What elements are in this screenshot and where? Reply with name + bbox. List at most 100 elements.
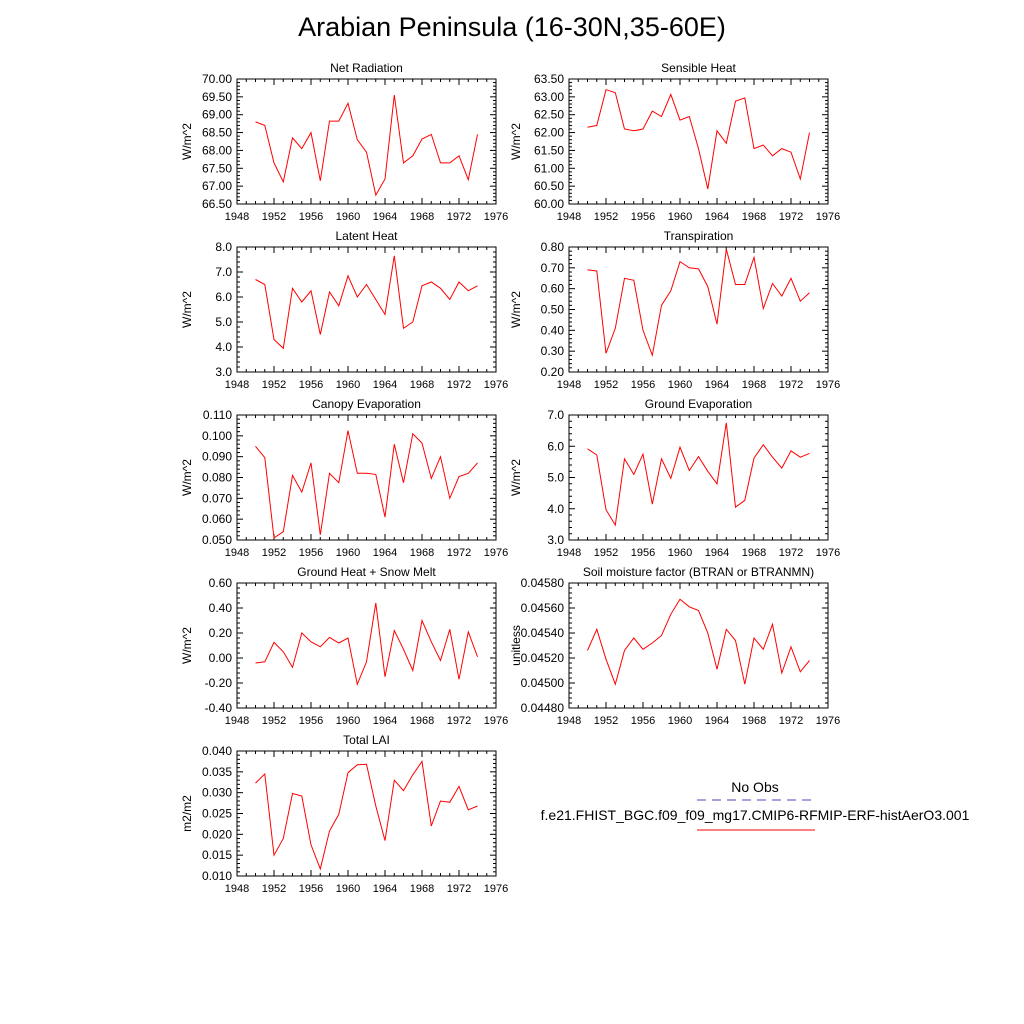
- chart-panel: 1948 1952 1956 1960 1964 1968 1972 1976 0.04480 0…: [509, 565, 840, 727]
- x-tick-label: 1976: [816, 379, 840, 391]
- legend-obs-label: No Obs: [731, 779, 779, 795]
- x-tick-label: 1976: [816, 715, 840, 727]
- y-axis-label: m2/m2: [180, 795, 194, 832]
- y-tick-label: 0.070: [202, 491, 232, 505]
- y-tick-label: 6.0: [215, 290, 232, 304]
- y-tick-label: 0.04560: [521, 601, 565, 615]
- x-tick-label: 1972: [447, 211, 471, 223]
- x-tick-label: 1968: [410, 883, 434, 895]
- y-tick-label: 0.030: [202, 786, 232, 800]
- y-tick-label: 0.70: [541, 261, 565, 275]
- y-tick-label: 0.060: [202, 512, 232, 526]
- y-tick-label: 0.60: [541, 282, 565, 296]
- y-tick-label: 4.0: [215, 340, 232, 354]
- series-line: [255, 255, 478, 350]
- y-tick-label: 66.50: [202, 197, 232, 211]
- y-tick-label: 69.50: [202, 90, 232, 104]
- plot-frame: [236, 78, 497, 205]
- y-axis-label: W/m^2: [509, 123, 523, 160]
- y-tick-label: 7.0: [215, 265, 232, 279]
- y-axis-label: W/m^2: [180, 459, 194, 496]
- chart-panel: 1948 1952 1956 1960 1964 1968 1972 1976 66.50 67.…: [180, 61, 508, 223]
- x-tick-label: 1964: [373, 211, 397, 223]
- x-tick-label: 1948: [557, 547, 581, 559]
- x-tick-label: 1952: [262, 379, 286, 391]
- chart-panel: 1948 1952 1956 1960 1964 1968 1972 1976 0.20 0.30…: [509, 229, 840, 391]
- x-tick-label: 1952: [262, 883, 286, 895]
- y-tick-label: 0.50: [541, 303, 565, 317]
- chart-title: Total LAI: [343, 733, 390, 747]
- plot-frame: [236, 414, 497, 541]
- y-tick-label: 70.00: [202, 72, 232, 86]
- x-tick-label: 1956: [631, 379, 655, 391]
- y-tick-label: 69.00: [202, 108, 232, 122]
- x-tick-label: 1948: [225, 379, 249, 391]
- x-tick-label: 1960: [668, 211, 692, 223]
- y-tick-label: 0.40: [209, 601, 233, 615]
- y-tick-label: 0.04580: [521, 576, 565, 590]
- y-tick-label: 0.040: [202, 744, 232, 758]
- x-tick-label: 1952: [262, 547, 286, 559]
- y-axis-label: W/m^2: [509, 459, 523, 496]
- y-tick-label: 0.010: [202, 869, 232, 883]
- chart-title: Latent Heat: [335, 229, 398, 243]
- y-axis-label: unitless: [509, 625, 523, 666]
- x-tick-label: 1952: [594, 379, 618, 391]
- y-tick-label: 0.035: [202, 765, 232, 779]
- chart-title: Canopy Evaporation: [312, 397, 421, 411]
- x-tick-label: 1972: [447, 715, 471, 727]
- x-tick-label: 1956: [631, 211, 655, 223]
- y-tick-label: 7.0: [547, 408, 564, 422]
- x-tick-label: 1964: [373, 547, 397, 559]
- x-tick-label: 1952: [262, 211, 286, 223]
- y-tick-label: 0.110: [203, 408, 232, 422]
- y-tick-label: 5.0: [547, 471, 564, 485]
- y-tick-label: 0.30: [541, 344, 565, 358]
- x-tick-label: 1964: [705, 211, 729, 223]
- x-tick-label: 1968: [410, 547, 434, 559]
- x-tick-label: 1952: [594, 547, 618, 559]
- x-tick-label: 1976: [484, 715, 508, 727]
- x-tick-label: 1972: [447, 379, 471, 391]
- x-tick-label: 1948: [225, 715, 249, 727]
- x-tick-label: 1956: [631, 715, 655, 727]
- chart-title: Sensible Heat: [661, 61, 736, 75]
- plot-frame: [236, 582, 497, 709]
- x-tick-label: 1976: [484, 883, 508, 895]
- x-tick-label: 1960: [336, 211, 360, 223]
- x-tick-label: 1960: [668, 547, 692, 559]
- x-tick-label: 1976: [816, 547, 840, 559]
- x-tick-label: 1968: [742, 547, 766, 559]
- x-tick-label: 1968: [410, 715, 434, 727]
- chart-panel: 1948 1952 1956 1960 1964 1968 1972 1976 3.0 4.0 5.…: [509, 397, 840, 559]
- y-axis-label: W/m^2: [509, 291, 523, 328]
- x-tick-label: 1952: [594, 715, 618, 727]
- y-axis-label: W/m^2: [180, 291, 194, 328]
- x-tick-label: 1952: [262, 715, 286, 727]
- x-tick-label: 1956: [299, 211, 323, 223]
- x-tick-label: 1948: [557, 211, 581, 223]
- x-tick-label: 1968: [410, 379, 434, 391]
- y-tick-label: 6.0: [547, 439, 564, 453]
- y-tick-label: 0.60: [209, 576, 233, 590]
- y-axis-label: W/m^2: [180, 627, 194, 664]
- chart-title: Net Radiation: [330, 61, 403, 75]
- y-axis-label: W/m^2: [180, 123, 194, 160]
- y-tick-label: 4.0: [547, 502, 564, 516]
- chart-panel: 1948 1952 1956 1960 1964 1968 1972 1976 60.00 60.…: [509, 61, 840, 223]
- chart-panel: 1948 1952 1956 1960 1964 1968 1972 1976 0.010 0.0…: [180, 733, 508, 895]
- y-tick-label: -0.40: [205, 701, 233, 715]
- x-tick-label: 1964: [373, 715, 397, 727]
- x-tick-label: 1964: [705, 547, 729, 559]
- y-tick-label: -0.20: [205, 676, 233, 690]
- x-tick-label: 1976: [484, 547, 508, 559]
- y-tick-label: 0.40: [541, 323, 565, 337]
- x-tick-label: 1972: [779, 715, 803, 727]
- y-tick-label: 0.100: [202, 429, 232, 443]
- chart-panel: 1948 1952 1956 1960 1964 1968 1972 1976 -0.40 -0.…: [180, 565, 508, 727]
- x-tick-label: 1960: [336, 379, 360, 391]
- x-tick-label: 1956: [299, 883, 323, 895]
- y-tick-label: 60.50: [534, 179, 564, 193]
- y-tick-label: 0.20: [209, 626, 233, 640]
